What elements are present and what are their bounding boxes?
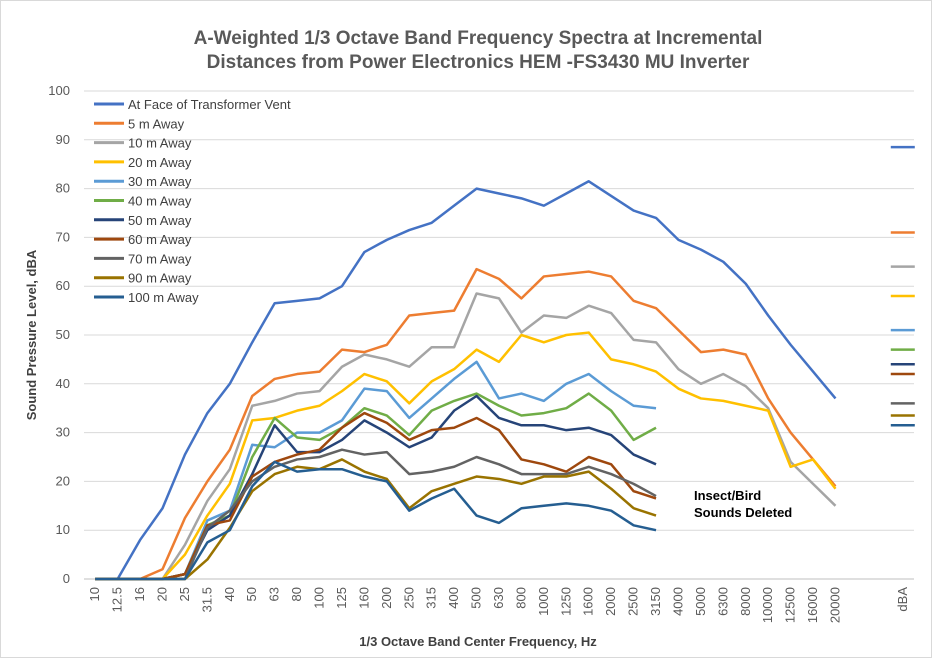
y-tick-label: 50 bbox=[56, 327, 70, 342]
legend-label: At Face of Transformer Vent bbox=[128, 97, 291, 112]
legend-label: 20 m Away bbox=[128, 155, 192, 170]
x-tick-label: 2000 bbox=[603, 587, 618, 616]
series-line bbox=[95, 265, 915, 581]
x-tick-label: 1250 bbox=[558, 587, 573, 616]
x-tick-label: 25 bbox=[177, 587, 192, 601]
legend-label: 90 m Away bbox=[128, 271, 192, 286]
x-tick-label: dBA bbox=[895, 587, 910, 612]
chart-title: A-Weighted 1/3 Octave Band Frequency Spe… bbox=[194, 28, 763, 49]
x-tick-label: 1600 bbox=[581, 587, 596, 616]
x-tick-label: 200 bbox=[379, 587, 394, 609]
x-tick-label: 80 bbox=[289, 587, 304, 601]
x-tick-label: 10000 bbox=[760, 587, 775, 623]
legend-label: 100 m Away bbox=[128, 290, 199, 305]
x-tick-label: 500 bbox=[469, 587, 484, 609]
x-tick-label: 16 bbox=[132, 587, 147, 601]
x-tick-label: 2500 bbox=[626, 587, 641, 616]
legend-label: 50 m Away bbox=[128, 213, 192, 228]
x-tick-label: 250 bbox=[401, 587, 416, 609]
series-line bbox=[95, 231, 915, 581]
y-tick-label: 0 bbox=[63, 571, 70, 586]
x-tick-label: 31.5 bbox=[199, 587, 214, 612]
y-tick-label: 10 bbox=[56, 522, 70, 537]
annotation: Sounds Deleted bbox=[694, 505, 792, 520]
legend-label: 40 m Away bbox=[128, 194, 192, 209]
series-line bbox=[95, 424, 915, 581]
y-tick-label: 40 bbox=[56, 376, 70, 391]
x-tick-label: 125 bbox=[334, 587, 349, 609]
series-line bbox=[95, 414, 915, 581]
y-tick-label: 30 bbox=[56, 425, 70, 440]
legend-label: 10 m Away bbox=[128, 136, 192, 151]
chart-title: Distances from Power Electronics HEM -FS… bbox=[207, 52, 750, 73]
y-tick-label: 20 bbox=[56, 473, 70, 488]
series-line bbox=[95, 145, 915, 581]
y-tick-label: 80 bbox=[56, 181, 70, 196]
legend-label: 60 m Away bbox=[128, 232, 192, 247]
x-tick-label: 12500 bbox=[783, 587, 798, 623]
x-tick-label: 40 bbox=[222, 587, 237, 601]
x-tick-label: 16000 bbox=[805, 587, 820, 623]
x-tick-label: 20 bbox=[155, 587, 170, 601]
series-line bbox=[95, 294, 915, 581]
legend-label: 30 m Away bbox=[128, 174, 192, 189]
x-tick-label: 10 bbox=[87, 587, 102, 601]
y-axis-label: Sound Pressure Level, dBA bbox=[24, 249, 39, 420]
x-tick-label: 3150 bbox=[648, 587, 663, 616]
x-tick-label: 100 bbox=[312, 587, 327, 609]
x-tick-label: 4000 bbox=[670, 587, 685, 616]
x-tick-label: 63 bbox=[267, 587, 282, 601]
x-tick-label: 12.5 bbox=[110, 587, 125, 612]
series-line bbox=[95, 402, 915, 581]
legend-label: 70 m Away bbox=[128, 251, 192, 266]
x-tick-label: 630 bbox=[491, 587, 506, 609]
x-axis-label: 1/3 Octave Band Center Frequency, Hz bbox=[359, 634, 597, 649]
y-tick-label: 90 bbox=[56, 132, 70, 147]
x-tick-label: 6300 bbox=[715, 587, 730, 616]
y-tick-label: 100 bbox=[48, 83, 70, 98]
x-tick-label: 315 bbox=[424, 587, 439, 609]
x-tick-label: 5000 bbox=[693, 587, 708, 616]
x-tick-label: 800 bbox=[513, 587, 528, 609]
series-line bbox=[95, 372, 915, 581]
annotation: Insect/Bird bbox=[694, 488, 761, 503]
x-tick-label: 160 bbox=[356, 587, 371, 609]
y-tick-label: 70 bbox=[56, 229, 70, 244]
y-tick-label: 60 bbox=[56, 278, 70, 293]
x-tick-label: 20000 bbox=[827, 587, 842, 623]
x-tick-label: 1000 bbox=[536, 587, 551, 616]
x-tick-label: 400 bbox=[446, 587, 461, 609]
legend-label: 5 m Away bbox=[128, 116, 185, 131]
x-tick-label: 8000 bbox=[738, 587, 753, 616]
x-tick-label: 50 bbox=[244, 587, 259, 601]
